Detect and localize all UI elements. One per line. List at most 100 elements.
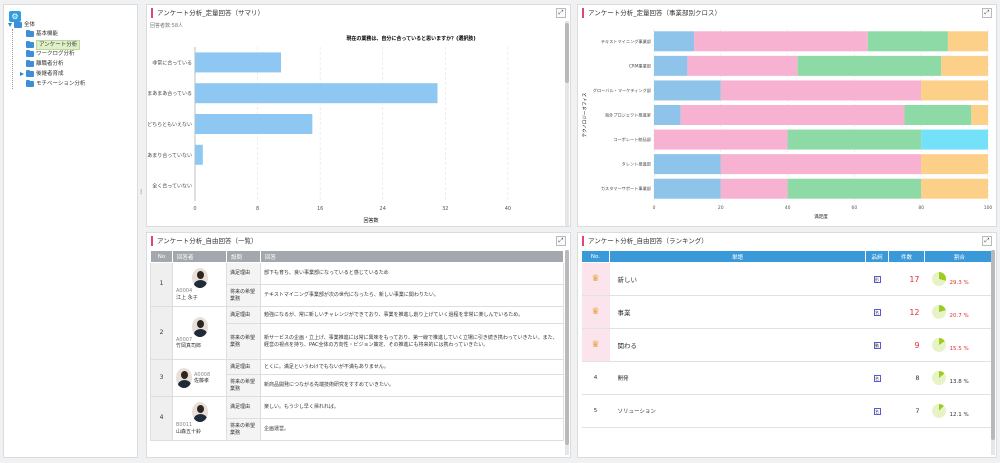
x-tick-label: 0 <box>653 205 656 211</box>
part-of-speech-badge: 名 <box>873 374 881 382</box>
x-tick-label: 40 <box>785 205 791 211</box>
y-tick-label: タレント推進部 <box>622 161 651 168</box>
rank-cell: ♛ <box>581 295 610 329</box>
scrollbar[interactable] <box>991 250 995 455</box>
respondent-id: A0004 <box>176 288 193 294</box>
panel-ranking: アンケート分析_自由回答（ランキング） ⤢ No. 単語 品詞 件数 割合 ♛ 新… <box>577 232 997 458</box>
ratio-cell: 15.5 % <box>924 328 995 362</box>
folder-icon <box>14 20 22 28</box>
tree-lines <box>12 29 22 89</box>
count-cell: 8 <box>888 361 925 395</box>
bar-segment <box>921 129 988 150</box>
pos-cell: 名 <box>865 295 889 329</box>
ratio-text: 13.8 % <box>949 379 969 385</box>
tree-item-turnover[interactable]: 離職者分析 <box>26 59 64 68</box>
tree-item-label: 基本機能 <box>36 31 59 37</box>
x-tick-label: 24 <box>380 206 386 212</box>
tree-item-basic[interactable]: 基本機能 <box>26 29 59 38</box>
bar-segment <box>654 80 721 101</box>
row-no: 1 <box>150 262 173 307</box>
answer-cell: 部下も育ち、良い事業部になっていると感じているため <box>260 262 564 285</box>
tree-item-survey[interactable]: アンケート分析 <box>26 40 81 50</box>
table-row: 1 A0004 江上 永子 満足理由 部下も育ち、良い事業部になっていると感じて… <box>150 262 564 307</box>
y-tick-label: 全く合っていない <box>152 183 192 190</box>
col-header-ratio: 割合 <box>924 250 995 263</box>
ranking-row: ♛ 新しい形 17 29.3 % <box>581 262 995 296</box>
ratio-cell: 13.8 % <box>924 361 995 395</box>
collapse-arrow-icon[interactable] <box>20 72 24 76</box>
splitter-handle[interactable]: ⁞ <box>140 188 143 196</box>
scrollbar-thumb[interactable] <box>565 23 569 83</box>
panel-summary: アンケート分析_定量回答（サマリ） ⤢ 回答者数:58人 現在の業務は、自分に合… <box>146 4 571 227</box>
ratio-text: 20.7 % <box>949 313 969 319</box>
table-row: 3 A0008 佐藤孝 満足理由 とくに。満足というわけでもないが不満もありませ… <box>150 359 564 397</box>
respondent-name: 山森五十鈴 <box>176 428 202 435</box>
answer-cell: 企画運営。 <box>260 418 564 441</box>
free-answer-table: No 回答者 設問 回答 1 A0004 江上 永子 満足理由 部下も育ち、良い… <box>150 250 564 441</box>
bar-segment <box>941 55 988 76</box>
x-tick-label: 8 <box>256 206 259 212</box>
bar-segment <box>687 55 798 76</box>
respondent-cell: A0007 竹岡真司郎 <box>172 306 227 360</box>
scrollbar-thumb[interactable] <box>565 250 569 445</box>
col-header-no: No <box>150 250 173 263</box>
y-tick-label: テキストマイニング事業部 <box>601 38 651 45</box>
table-row: 4 B0011 山森五十鈴 満足理由 楽しい。もう少し早く帰れれば。 <box>150 396 564 441</box>
ratio-pie-chart <box>931 272 946 286</box>
y-tick-label: グローバル・マーケティング部 <box>593 87 651 94</box>
expand-icon[interactable]: ⤢ <box>556 236 566 246</box>
answer-cell: 楽しい。もう少し早く帰れれば。 <box>260 396 564 419</box>
part-of-speech-badge: 形 <box>873 275 881 283</box>
ranking-table: No. 単語 品詞 件数 割合 ♛ 新しい形 17 29.3 % ♛ 事業名 12 20.7 … <box>581 250 995 428</box>
tree-item-motivation[interactable]: モチベーション分析 <box>26 79 85 88</box>
question-cell: 満足理由 <box>226 306 261 324</box>
word-cell: ソリューション <box>609 394 866 428</box>
word-cell: 開発 <box>609 361 866 395</box>
panel-free-answers: アンケート分析_自由回答（一覧） ⤢ No 回答者 設問 回答 1 A0004 … <box>146 232 571 458</box>
y-axis-label: テクノロジーオフィス <box>582 92 588 137</box>
rank-cell: ♛ <box>581 262 610 296</box>
bar-segment <box>654 55 688 76</box>
scrollbar[interactable] <box>565 21 569 226</box>
folder-icon <box>26 49 34 57</box>
bar-segment <box>720 80 922 101</box>
bar <box>195 114 313 134</box>
expand-icon[interactable]: ⤢ <box>982 236 992 246</box>
expand-arrow-icon[interactable] <box>8 23 12 27</box>
tree-root[interactable]: 全体 <box>8 20 36 29</box>
bar-segment <box>797 55 942 76</box>
bar-segment <box>654 178 721 199</box>
ratio-text: 29.3 % <box>949 280 969 286</box>
expand-icon[interactable]: ⤢ <box>982 8 992 18</box>
tree-root-label: 全体 <box>24 22 36 28</box>
col-header-pos: 品詞 <box>865 250 889 263</box>
x-tick-label: 32 <box>442 206 448 212</box>
y-tick-label: どちらともいえない <box>147 121 192 128</box>
scrollbar-thumb[interactable] <box>991 250 995 440</box>
bar-segment <box>921 178 988 199</box>
gear-icon[interactable]: ⚙ <box>9 11 21 22</box>
bar <box>195 144 203 165</box>
respondent-id: A0007 <box>176 336 193 343</box>
scrollbar[interactable] <box>565 250 569 455</box>
tree-item-worklog[interactable]: ワークログ分析 <box>26 49 75 58</box>
word-cell: 関わる <box>609 328 866 362</box>
respondent-name: 江上 永子 <box>176 294 198 301</box>
x-tick-label: 20 <box>718 205 724 211</box>
tree-item-label: 離職者分析 <box>36 61 64 67</box>
rank-no: 5 <box>593 408 598 414</box>
bar-segment <box>787 129 922 150</box>
word-cell: 事業 <box>609 295 866 329</box>
ranking-row: 5 ソリューション名 7 12.1 % <box>581 394 995 428</box>
ratio-text: 12.1 % <box>949 412 969 418</box>
count-cell: 7 <box>888 394 925 428</box>
free-answer-table-wrap: No 回答者 設問 回答 1 A0004 江上 永子 満足理由 部下も育ち、良い… <box>150 250 564 441</box>
ratio-cell: 12.1 % <box>924 394 995 428</box>
expand-icon[interactable]: ⤢ <box>556 8 566 18</box>
ratio-pie-chart <box>931 338 946 352</box>
folder-icon <box>26 40 34 48</box>
question-cell: 将来の希望業務 <box>226 418 261 441</box>
x-tick-label: 80 <box>918 205 924 211</box>
respondent-cell: A0008 佐藤孝 <box>172 359 227 397</box>
tree-item-successor[interactable]: 後継者育成 <box>20 69 64 78</box>
